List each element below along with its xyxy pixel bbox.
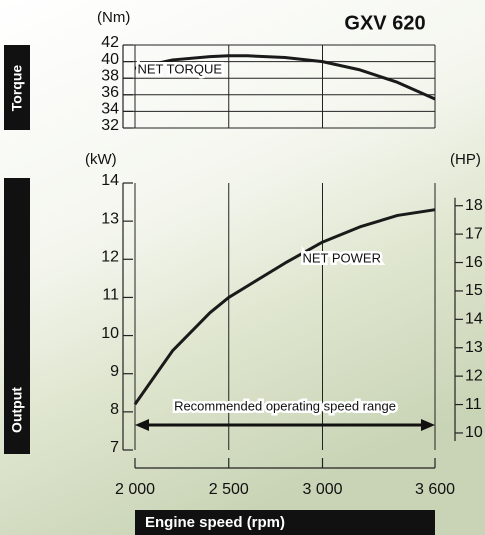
y-tick-label: 12 <box>101 249 119 266</box>
y2-tick-label: 15 <box>465 282 483 299</box>
x-tick-label: 3 600 <box>415 481 455 498</box>
series-label: NET POWER <box>303 251 382 266</box>
y2-tick-label: 16 <box>465 254 483 271</box>
background <box>0 0 485 535</box>
y2-tick-label: 18 <box>465 197 483 214</box>
y2-axis-label: (HP) <box>450 151 481 168</box>
y-tick-label: 8 <box>110 401 119 418</box>
annotation: Recommended operating speed range <box>174 398 396 413</box>
x-tick-label: 3 000 <box>302 481 342 498</box>
y-axis-label: (kW) <box>85 151 117 168</box>
y2-tick-label: 11 <box>465 396 482 413</box>
y-tick-label: 40 <box>101 51 119 68</box>
y2-tick-label: 14 <box>465 311 483 328</box>
y2-tick-label: 13 <box>465 339 483 356</box>
y2-tick-label: 17 <box>465 225 483 242</box>
x-tick-label: 2 000 <box>115 481 155 498</box>
y2-tick-label: 12 <box>465 367 483 384</box>
y-tick-label: 13 <box>101 210 119 227</box>
y-tick-label: 34 <box>101 101 119 118</box>
y-tick-label: 7 <box>110 439 119 456</box>
y-tick-label: 32 <box>101 117 119 134</box>
series-label: NET TORQUE <box>138 61 223 76</box>
panel-title: Torque <box>9 65 25 112</box>
chart: GXV 620 Torque Output Engine speed (rpm)… <box>0 0 485 535</box>
title: GXV 620 <box>344 12 425 34</box>
y-tick-label: 9 <box>110 363 119 380</box>
y-tick-label: 11 <box>102 287 119 304</box>
y-tick-label: 42 <box>101 34 119 51</box>
panel-title: Output <box>9 387 25 433</box>
y-tick-label: 38 <box>101 67 119 84</box>
y-tick-label: 36 <box>101 84 119 101</box>
x-axis-label: Engine speed (rpm) <box>145 514 285 531</box>
y-tick-label: 10 <box>101 325 119 342</box>
y-tick-label: 14 <box>101 172 119 189</box>
x-tick-label: 2 500 <box>209 481 249 498</box>
y2-tick-label: 10 <box>465 424 483 441</box>
y-axis-label: (Nm) <box>97 9 130 26</box>
